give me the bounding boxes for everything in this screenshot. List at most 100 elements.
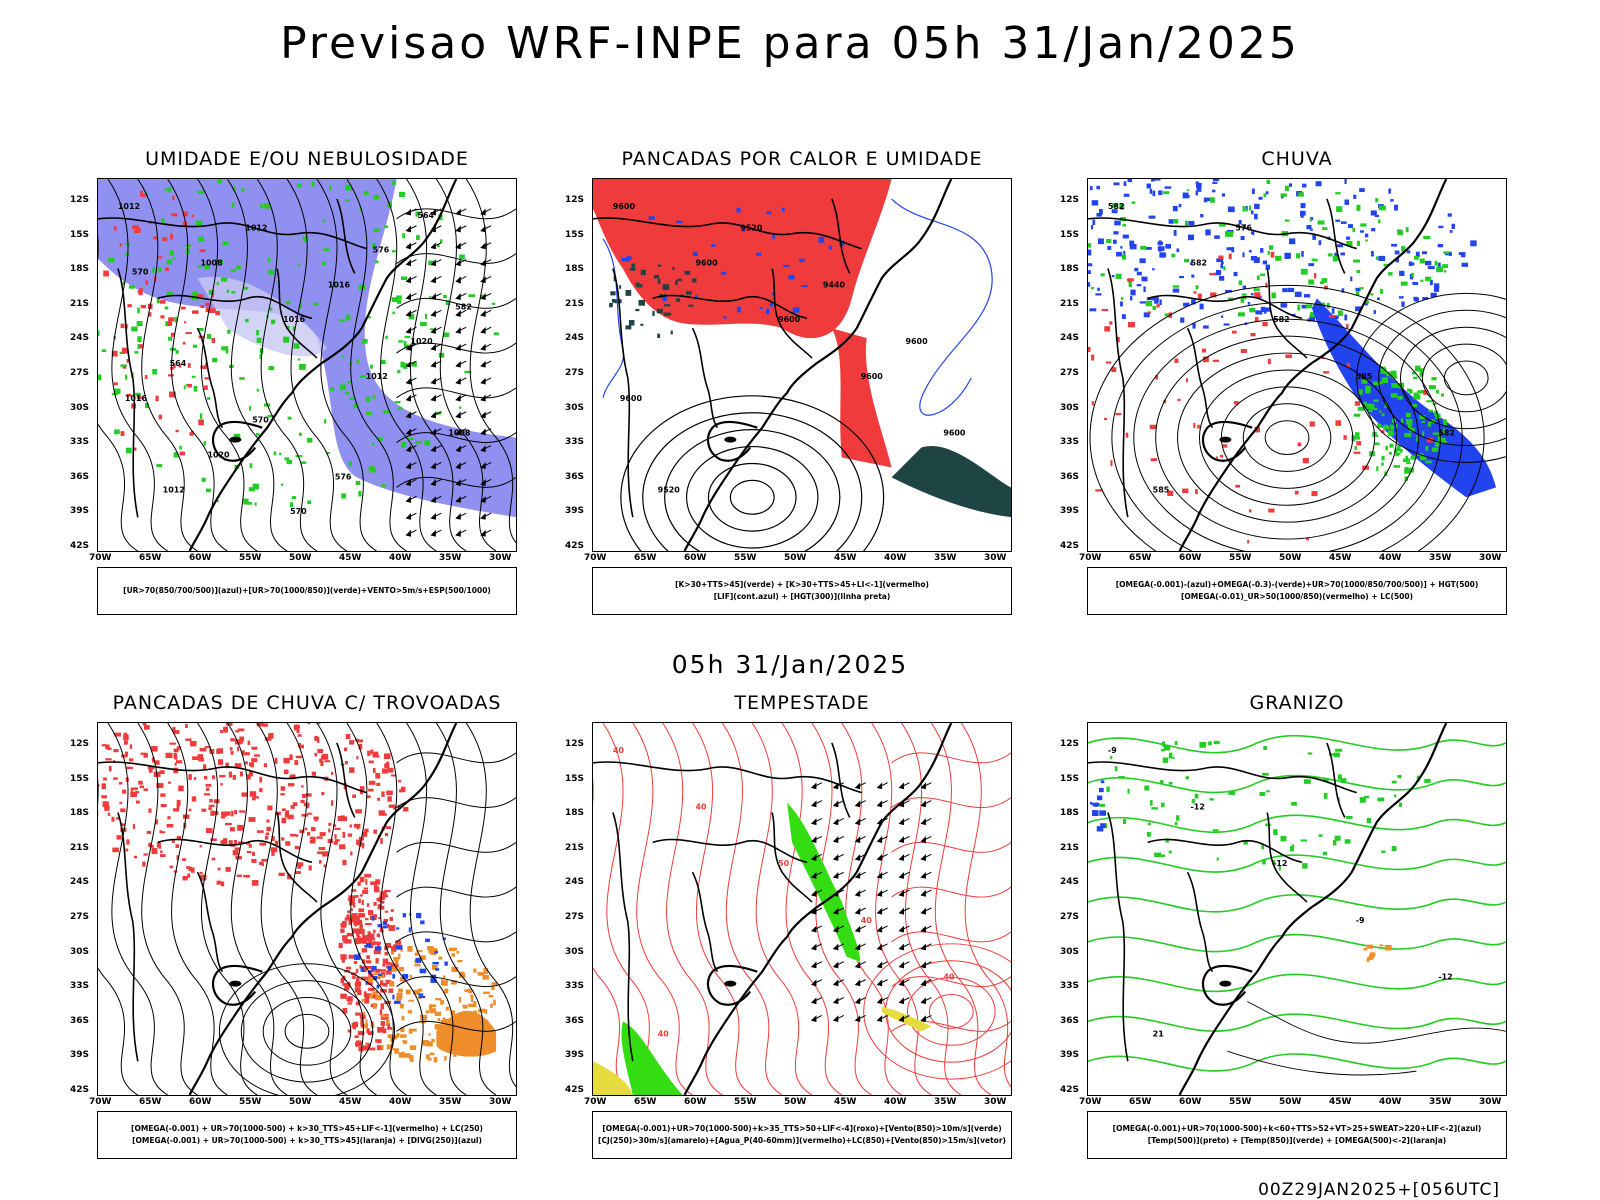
south-america-coastline: [683, 723, 953, 1095]
legend-line: [OMEGA(-0.001)-(azul)+OMEGA(-0.3)-(verde…: [1115, 580, 1479, 589]
lat-tick-label: 21S: [565, 842, 585, 853]
lon-tick-label: 60W: [1179, 1097, 1202, 1107]
map-svg: 1012 1008 1016 1012 1008 1012 1012 1016 1020 1016…: [98, 179, 516, 551]
lat-tick-label: 18S: [565, 808, 585, 819]
lat-tick-label: 21S: [70, 842, 90, 853]
lon-tick-label: 30W: [489, 553, 512, 563]
contour-label: 1016: [328, 280, 351, 289]
main-title: Previsao WRF-INPE para 05h 31/Jan/2025: [280, 18, 1300, 69]
hgt300-contours: [620, 395, 885, 551]
map-panel-1: UMIDADE E/OU NEBULOSIDADE 1012 1008 1016 10…: [70, 148, 517, 615]
lon-tick-label: 40W: [389, 1097, 412, 1107]
contour-labels: 40 40 50 40 40 40: [613, 746, 955, 1038]
legend-line: [OMEGA(-0.01)_UR>50(1000/850)(vermelho) …: [1180, 592, 1414, 601]
instability-red-north: [593, 179, 892, 339]
contour-label: 9600: [861, 372, 884, 381]
lon-tick-label: 45W: [1329, 553, 1352, 563]
lif-speckle: [621, 207, 845, 319]
lon-tick-label: 65W: [1129, 1097, 1152, 1107]
lon-tick-label: 60W: [189, 553, 212, 563]
lat-tick-label: 24S: [70, 877, 90, 888]
lon-tick-label: 70W: [89, 1097, 112, 1107]
lake-marker: [1219, 980, 1232, 987]
lat-tick-label: 18S: [1060, 808, 1080, 819]
lon-tick-label: 35W: [934, 1097, 957, 1107]
lat-tick-label: 24S: [70, 333, 90, 344]
lat-tick-label: 18S: [1060, 264, 1080, 275]
contour-label: 1016: [125, 394, 148, 403]
lon-tick-label: 70W: [584, 1097, 607, 1107]
lon-tick-label: 45W: [834, 553, 857, 563]
lake-marker: [229, 436, 242, 443]
lat-tick-label: 39S: [70, 1050, 90, 1061]
lat-tick-label: 12S: [565, 739, 585, 749]
contour-label: -12: [1438, 973, 1452, 982]
lat-tick-label: 15S: [1060, 773, 1080, 784]
lon-tick-label: 55W: [1229, 553, 1252, 563]
contour-label: 9600: [943, 429, 966, 438]
contour-label: 1016: [283, 315, 306, 324]
lat-tick-label: 39S: [565, 1050, 585, 1061]
lon-tick-label: 50W: [784, 553, 807, 563]
contour-labels: 582 582 582 585 582 585 576: [1108, 202, 1455, 494]
lake-marker: [1219, 436, 1232, 443]
temp850-green: [1088, 734, 1506, 1072]
lat-tick-label: 42S: [70, 1085, 90, 1095]
contour-label: 40: [613, 746, 625, 755]
contour-label: 570: [252, 416, 269, 425]
lat-tick-label: 33S: [1060, 981, 1080, 992]
lat-tick-label: 18S: [565, 264, 585, 275]
lon-tick-label: 55W: [1229, 1097, 1252, 1107]
contour-label: 40: [861, 916, 873, 925]
lon-tick-label: 30W: [984, 1097, 1007, 1107]
lon-tick-label: 40W: [389, 553, 412, 563]
lat-tick-label: 15S: [565, 773, 585, 784]
contour-label: 40: [696, 803, 708, 812]
contour-label: 585: [1153, 485, 1170, 494]
lat-tick-label: 33S: [565, 981, 585, 992]
panel-title: PANCADAS DE CHUVA C/ TROVOADAS: [112, 692, 502, 714]
lat-tick-label: 36S: [565, 1015, 585, 1026]
map-panel-3: CHUVA 582 582 582 585 582 585 576 [OMEGA(-0.00…: [1060, 148, 1507, 615]
contour-label: -9: [1108, 746, 1117, 755]
lon-tick-label: 40W: [1379, 1097, 1402, 1107]
contour-label: 1020: [207, 451, 230, 460]
streamlines-850-red: [593, 723, 1011, 1095]
contour-label: 576: [373, 246, 390, 255]
panel-title: UMIDADE E/OU NEBULOSIDADE: [145, 148, 469, 170]
panel-legend: [OMEGA(-0.001)+UR>70(1000-500)+k<60+TTS>…: [1087, 1111, 1507, 1159]
legend-line: [OMEGA(-0.001) + UR>70(1000-500) + k>30_…: [132, 1136, 482, 1145]
legend-line: [CJ(250)>30m/s](amarelo)+[Agua_P(40-60mm…: [598, 1136, 1006, 1145]
contour-labels: 1012 1008 1016 1012 1008 1012 1012 1016 1020 1016…: [118, 202, 472, 516]
contour-label: 1008: [448, 429, 471, 438]
lon-tick-label: 55W: [239, 1097, 262, 1107]
jet-yellow-east: [881, 1006, 932, 1032]
lake-marker: [229, 980, 242, 987]
map-frame: [97, 722, 517, 1096]
country-borders: [593, 198, 862, 518]
temp850-green-speckle: [1099, 740, 1431, 871]
lat-tick-label: 24S: [565, 877, 585, 888]
lat-tick-label: 42S: [565, 1085, 585, 1095]
contour-label: 9600: [613, 202, 636, 211]
lat-tick-label: 36S: [1060, 1015, 1080, 1026]
lat-tick-label: 15S: [1060, 229, 1080, 240]
contour-label: 564: [170, 359, 187, 368]
lat-tick-label: 30S: [1060, 402, 1080, 413]
country-borders: [98, 198, 367, 518]
contour-label: 21: [1153, 1029, 1164, 1038]
contour-label: 40: [658, 1029, 670, 1038]
lat-tick-label: 39S: [565, 506, 585, 517]
lon-tick-label: 35W: [934, 553, 957, 563]
lon-tick-label: 50W: [1279, 1097, 1302, 1107]
lat-tick-label: 27S: [565, 912, 585, 922]
jet-yellow: [593, 1061, 633, 1095]
temp500-black: [1227, 1001, 1506, 1076]
lon-tick-label: 65W: [1129, 553, 1152, 563]
lat-tick-label: 21S: [565, 298, 585, 309]
panel-legend: [OMEGA(-0.001)-(azul)+OMEGA(-0.3)-(verde…: [1087, 567, 1507, 615]
contour-label: 50: [778, 859, 790, 868]
lat-tick-label: 12S: [70, 195, 90, 205]
lon-tick-label: 40W: [884, 553, 907, 563]
panel-legend: [UR>70(850/700/500)](azul)+[UR>70(1000/8…: [97, 567, 517, 615]
